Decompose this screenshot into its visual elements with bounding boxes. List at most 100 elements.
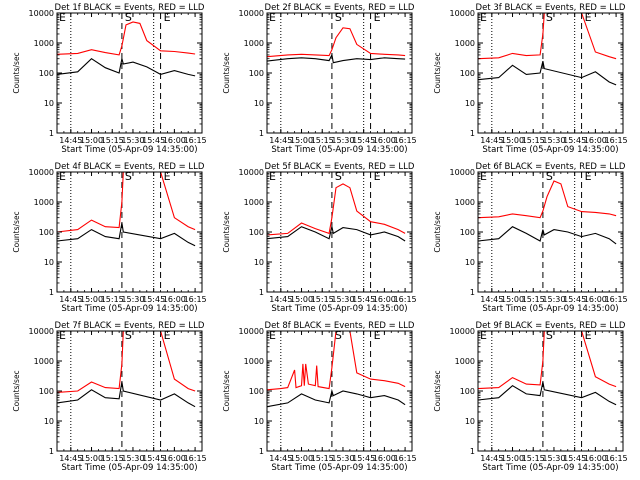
plot-frame (56, 330, 203, 452)
corner-label: E (480, 170, 487, 183)
x-tick-label: 15:45 (352, 454, 375, 463)
x-tick-label: 15:15 (311, 136, 334, 145)
x-tick-label: 16:15 (184, 454, 207, 463)
y-tick-label: 1 (49, 129, 54, 138)
y-tick-label: 1000 (455, 357, 475, 366)
panel-title: Det 6f BLACK = Events, RED = LLD (476, 162, 626, 172)
events-series-line (56, 381, 196, 408)
marker-label-e: E (164, 329, 171, 342)
x-axis-label: Start Time (05-Apr-09 14:35:00) (482, 304, 618, 314)
y-tick-label: 100 (460, 387, 475, 396)
marker-label-e: E (164, 170, 171, 183)
y-axis-label: Counts/sec (433, 211, 442, 252)
events-series-line (266, 388, 406, 408)
lld-series-line (477, 180, 617, 219)
y-tick-label: 1000 (455, 39, 475, 48)
events-series-line (477, 60, 617, 86)
x-tick-label: 16:15 (605, 454, 628, 463)
corner-label: E (269, 11, 276, 24)
y-tick-label: 10 (254, 258, 264, 267)
plot-frame (266, 330, 413, 452)
x-tick-label: 15:30 (331, 454, 354, 463)
y-tick-label: 1000 (244, 39, 264, 48)
y-tick-label: 100 (249, 387, 264, 396)
y-tick-label: 10000 (29, 327, 54, 336)
panel-title: Det 9f BLACK = Events, RED = LLD (476, 321, 626, 331)
x-tick-label: 16:00 (373, 136, 396, 145)
y-tick-label: 1 (49, 447, 54, 456)
y-tick-label: 10 (465, 99, 475, 108)
x-tick-label: 16:15 (605, 295, 628, 304)
y-axis-label: Counts/sec (12, 52, 21, 93)
x-tick-label: 15:30 (331, 136, 354, 145)
y-tick-label: 1 (259, 447, 264, 456)
x-tick-label: 14:45 (480, 136, 503, 145)
lld-series-line (266, 330, 406, 391)
corner-label: E (59, 329, 66, 342)
y-tick-label: 10000 (29, 168, 54, 177)
marker-label-s: S (335, 329, 342, 342)
lld-series-line (477, 12, 617, 60)
x-tick-label: 14:45 (480, 454, 503, 463)
y-tick-label: 10000 (29, 9, 54, 18)
corner-label: E (480, 329, 487, 342)
marker-label-e: E (374, 11, 381, 24)
y-tick-label: 10 (44, 99, 54, 108)
x-tick-label: 15:45 (563, 136, 586, 145)
lld-series-line (266, 27, 406, 58)
y-tick-label: 10000 (239, 168, 264, 177)
y-axis-label: Counts/sec (222, 370, 231, 411)
y-tick-label: 1000 (244, 357, 264, 366)
y-tick-label: 10 (254, 417, 264, 426)
marker-label-s: S (125, 170, 132, 183)
events-series-line (56, 222, 196, 247)
lld-series-line (266, 183, 406, 236)
x-tick-label: 15:30 (542, 136, 565, 145)
x-tick-label: 15:15 (522, 136, 545, 145)
panel-title: Det 8f BLACK = Events, RED = LLD (265, 321, 415, 331)
marker-label-e: E (585, 11, 592, 24)
x-tick-label: 16:15 (394, 295, 417, 304)
plot-frame (56, 12, 203, 134)
y-tick-label: 10000 (450, 9, 475, 18)
y-tick-label: 10000 (239, 327, 264, 336)
y-tick-label: 1000 (455, 198, 475, 207)
x-tick-label: 15:15 (522, 454, 545, 463)
y-tick-label: 10 (44, 417, 54, 426)
x-axis-label: Start Time (05-Apr-09 14:35:00) (271, 145, 407, 155)
panel-title: Det 7f BLACK = Events, RED = LLD (55, 321, 205, 331)
corner-label: E (59, 11, 66, 24)
y-tick-label: 100 (249, 69, 264, 78)
x-tick-label: 15:15 (311, 295, 334, 304)
x-tick-label: 15:30 (121, 295, 144, 304)
x-tick-label: 15:00 (80, 454, 103, 463)
corner-label: E (269, 329, 276, 342)
x-tick-label: 14:45 (59, 295, 82, 304)
x-tick-label: 15:30 (121, 136, 144, 145)
y-axis-label: Counts/sec (433, 370, 442, 411)
x-tick-label: 15:45 (563, 295, 586, 304)
x-tick-label: 15:15 (311, 454, 334, 463)
x-tick-label: 16:00 (373, 295, 396, 304)
y-tick-label: 10000 (239, 9, 264, 18)
marker-label-e: E (164, 11, 171, 24)
x-tick-label: 16:00 (163, 454, 186, 463)
events-series-line (266, 53, 406, 64)
corner-label: E (59, 170, 66, 183)
lld-series-line (56, 171, 196, 233)
x-tick-label: 15:00 (501, 136, 524, 145)
y-tick-label: 1 (470, 447, 475, 456)
panel-title: Det 4f BLACK = Events, RED = LLD (55, 162, 205, 172)
y-tick-label: 1 (470, 129, 475, 138)
y-axis-label: Counts/sec (12, 370, 21, 411)
y-tick-label: 100 (39, 228, 54, 237)
x-tick-label: 15:00 (290, 454, 313, 463)
x-tick-label: 15:00 (290, 295, 313, 304)
x-tick-label: 15:15 (101, 295, 124, 304)
x-tick-label: 14:45 (269, 295, 292, 304)
